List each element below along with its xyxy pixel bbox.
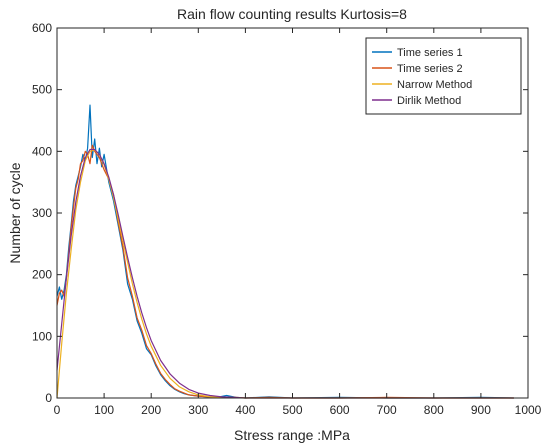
x-tick-label: 800	[424, 403, 444, 417]
y-tick-label: 400	[32, 144, 52, 158]
series-line-4	[56, 148, 514, 399]
x-tick-label: 400	[235, 403, 255, 417]
legend-label-4: Dirlik Method	[397, 95, 461, 107]
legend-label-2: Time series 2	[397, 63, 463, 75]
y-tick-label: 0	[45, 391, 52, 405]
x-tick-label: 0	[54, 403, 61, 417]
x-tick-label: 300	[188, 403, 208, 417]
chart-title: Rain flow counting results Kurtosis=8	[177, 6, 407, 22]
y-tick-label: 200	[32, 268, 52, 282]
legend: Time series 1 Time series 2 Narrow Method D…	[365, 37, 522, 115]
y-tick-label: 100	[32, 329, 52, 343]
x-tick-label: 600	[330, 403, 350, 417]
x-tick-label: 1000	[515, 403, 542, 417]
x-axis-label: Stress range :MPa	[234, 427, 350, 443]
legend-label-1: Time series 1	[397, 47, 463, 59]
y-tick-label: 600	[32, 21, 52, 35]
series-line-1	[56, 104, 514, 399]
x-tick-label: 200	[141, 403, 161, 417]
y-axis-label: Number of cycle	[7, 162, 23, 263]
x-tick-label: 500	[282, 403, 302, 417]
x-tick-label: 900	[471, 403, 491, 417]
y-tick-label: 500	[32, 83, 52, 97]
x-tick-label: 100	[94, 403, 114, 417]
axes-layer: 0 100 200 300 400 500 600 700 800 900 1000 0 100 200 3…	[32, 21, 542, 417]
legend-box	[365, 37, 522, 115]
y-tick-label: 300	[32, 206, 52, 220]
legend-label-3: Narrow Method	[397, 79, 472, 91]
x-tick-label: 700	[377, 403, 397, 417]
